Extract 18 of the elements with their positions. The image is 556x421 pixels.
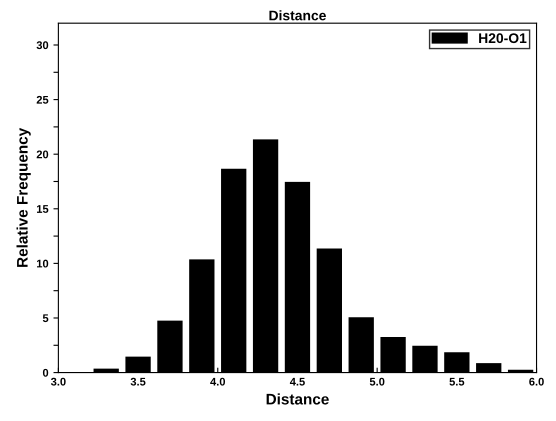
y-tick-label: 15 (37, 205, 48, 213)
x-tick-label: 4.0 (210, 378, 226, 386)
x-tick-label: 3.0 (50, 378, 66, 386)
y-tick-label: 30 (36, 41, 48, 50)
x-tick-label: 5.0 (370, 378, 384, 386)
x-tick-label: 5.5 (449, 378, 464, 386)
x-tick-label: 3.5 (130, 378, 146, 386)
y-tick-label: 5 (42, 314, 48, 322)
x-tick-label: 6.0 (529, 378, 544, 386)
legend-label: H20-O1 (479, 33, 526, 44)
y-tick-label: 20 (36, 150, 48, 158)
y-tick-label: 10 (37, 260, 48, 268)
y-tick-label: 0 (42, 368, 48, 377)
chart-title: Distance (269, 10, 326, 20)
y-tick-label: 25 (36, 96, 48, 104)
x-axis-title: Distance (266, 393, 329, 405)
y-axis-title: Relative Frequency (16, 128, 31, 267)
x-tick-label: 4.5 (290, 378, 305, 386)
